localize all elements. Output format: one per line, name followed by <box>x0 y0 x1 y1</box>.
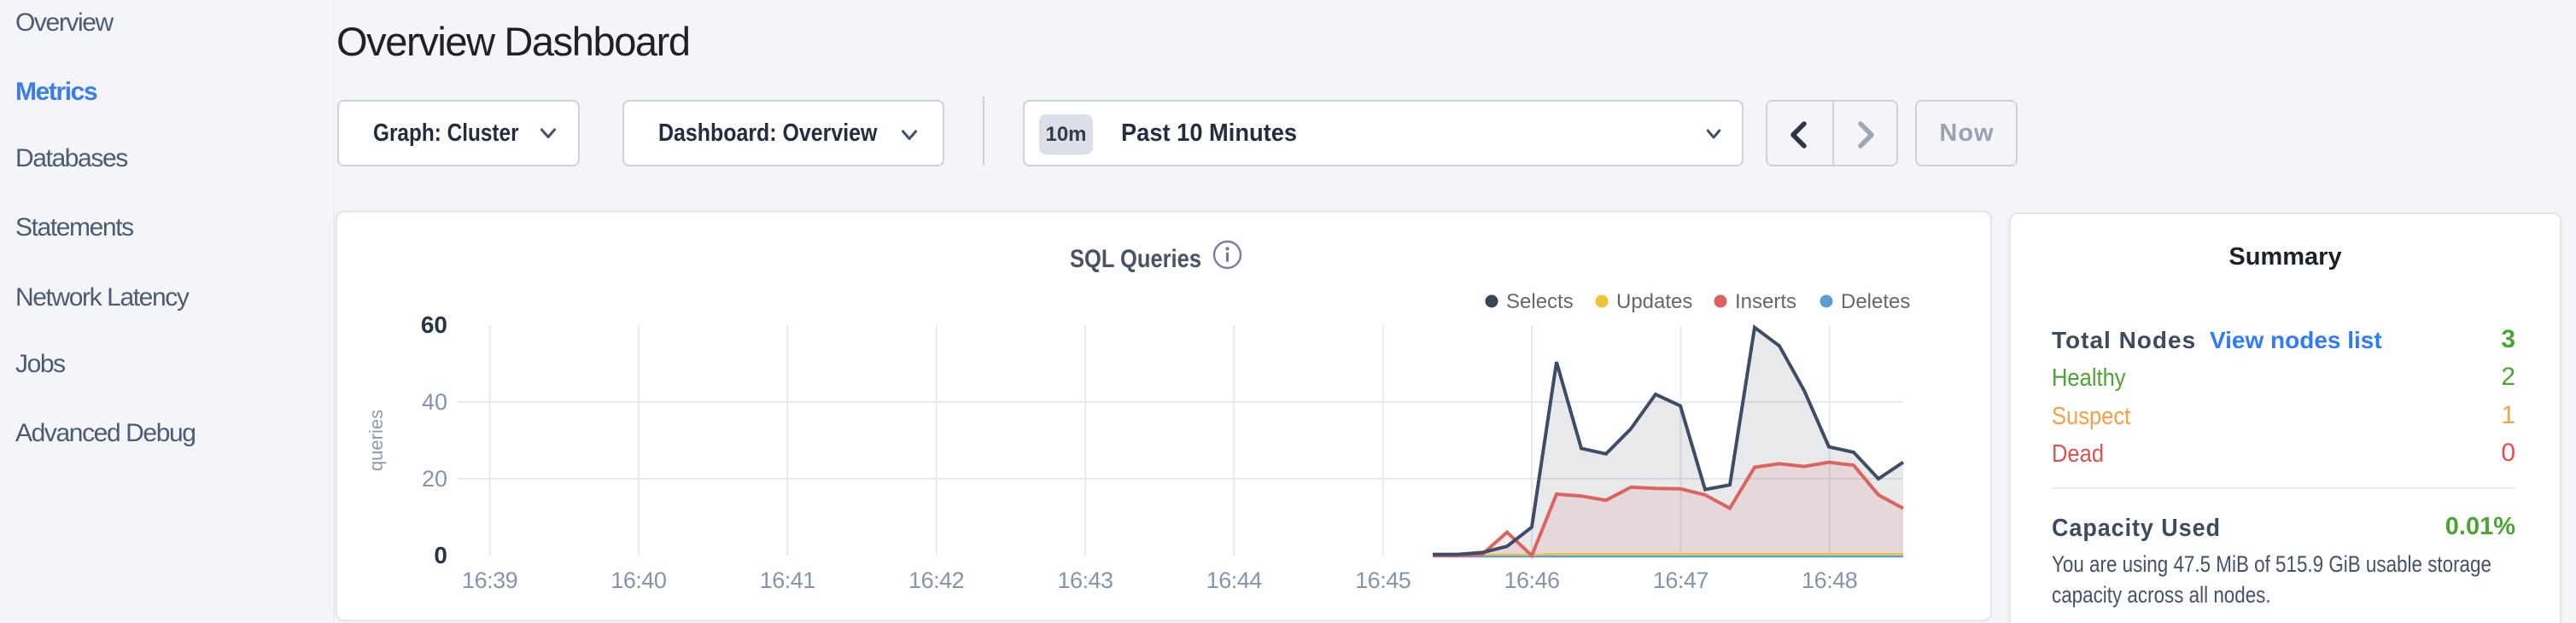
svg-text:16:43: 16:43 <box>1057 568 1113 593</box>
svg-text:16:40: 16:40 <box>610 568 666 593</box>
svg-text:60: 60 <box>421 312 447 338</box>
svg-text:16:47: 16:47 <box>1653 568 1709 593</box>
svg-text:16:46: 16:46 <box>1504 568 1559 593</box>
svg-text:Deletes: Deletes <box>1841 290 1910 313</box>
svg-text:0: 0 <box>434 542 447 568</box>
svg-text:40: 40 <box>422 389 447 415</box>
svg-text:16:45: 16:45 <box>1355 568 1411 593</box>
svg-text:queries: queries <box>365 410 387 471</box>
svg-text:16:42: 16:42 <box>908 568 964 593</box>
svg-text:16:39: 16:39 <box>462 568 517 593</box>
svg-text:Inserts: Inserts <box>1735 290 1796 313</box>
svg-text:Selects: Selects <box>1506 290 1574 313</box>
svg-text:Updates: Updates <box>1616 290 1692 313</box>
svg-text:16:48: 16:48 <box>1802 568 1857 593</box>
svg-text:20: 20 <box>422 466 447 492</box>
svg-text:16:44: 16:44 <box>1206 568 1263 593</box>
svg-text:16:41: 16:41 <box>760 568 815 593</box>
